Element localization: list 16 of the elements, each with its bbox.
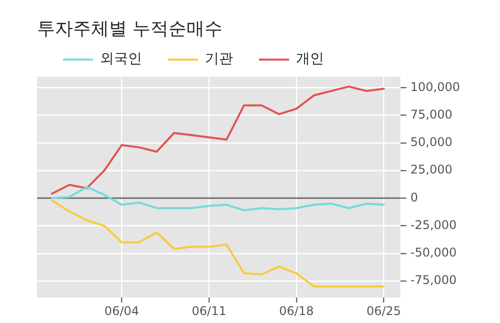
y-tick-label: 0 <box>410 190 418 204</box>
legend-label: 외국인 <box>100 51 142 68</box>
y-tick-label: -25,000 <box>410 218 457 232</box>
y-tick-label: -75,000 <box>410 273 457 288</box>
x-tick-label: 06/25 <box>366 304 402 318</box>
y-tick-label: 100,000 <box>410 80 460 94</box>
legend-label: 기관 <box>205 51 233 68</box>
chart-title: 투자주체별 누적순매수 <box>37 18 223 40</box>
legend-label: 개인 <box>296 51 324 68</box>
y-tick-label: -50,000 <box>410 246 457 260</box>
y-tick-label: 75,000 <box>410 107 452 122</box>
x-tick-label: 06/18 <box>279 304 314 318</box>
x-tick-label: 06/11 <box>192 304 226 318</box>
y-tick-label: 25,000 <box>410 162 452 177</box>
y-tick-label: 50,000 <box>410 135 452 150</box>
x-tick-label: 06/04 <box>104 304 140 318</box>
